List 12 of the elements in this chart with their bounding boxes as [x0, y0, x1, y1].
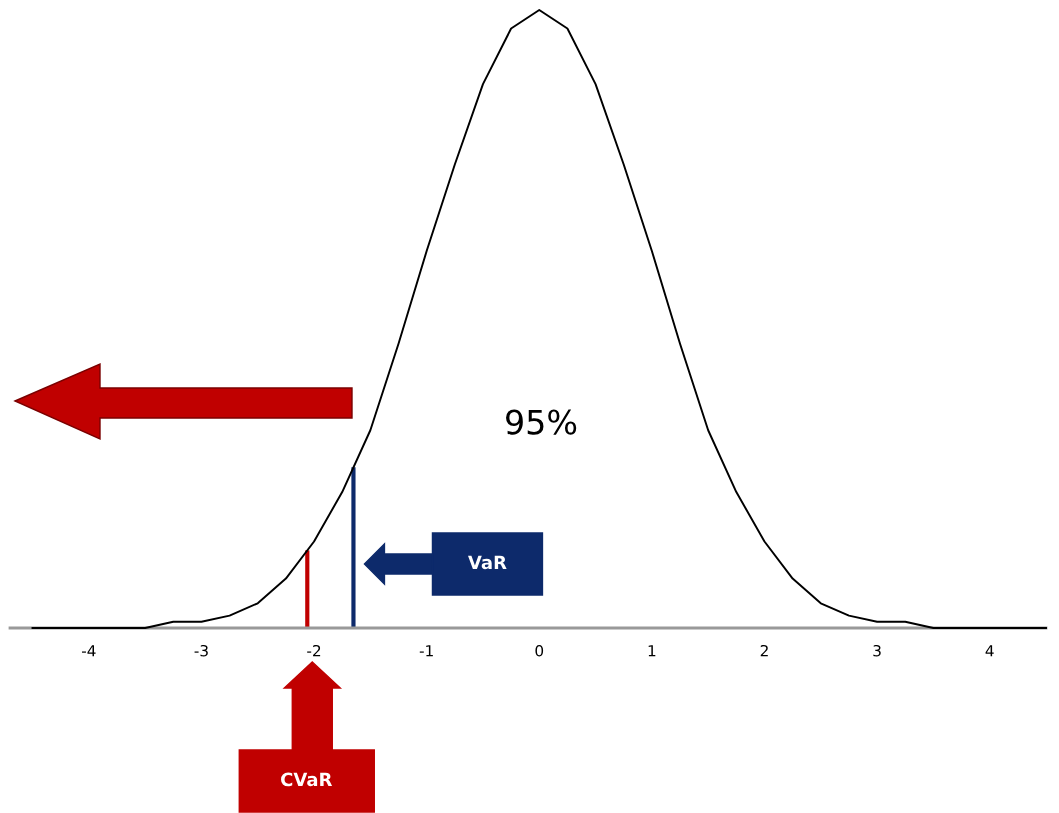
x-tick-label: 2 [760, 644, 768, 657]
annotation: VaR [468, 555, 507, 570]
x-tick-label: 4 [985, 645, 994, 657]
x-tick-label: 1 [648, 645, 656, 657]
x-tick-label: -2 [307, 644, 321, 657]
x-tick-label: -4 [81, 645, 96, 657]
text: CVaR [281, 772, 333, 787]
x-tick-label: 3 [873, 644, 881, 657]
x-tick-label: 0 [535, 644, 544, 657]
x-tick-label: -3 [194, 644, 208, 657]
annotation: 95% [506, 409, 577, 435]
x-tick-label: -1 [419, 645, 433, 657]
